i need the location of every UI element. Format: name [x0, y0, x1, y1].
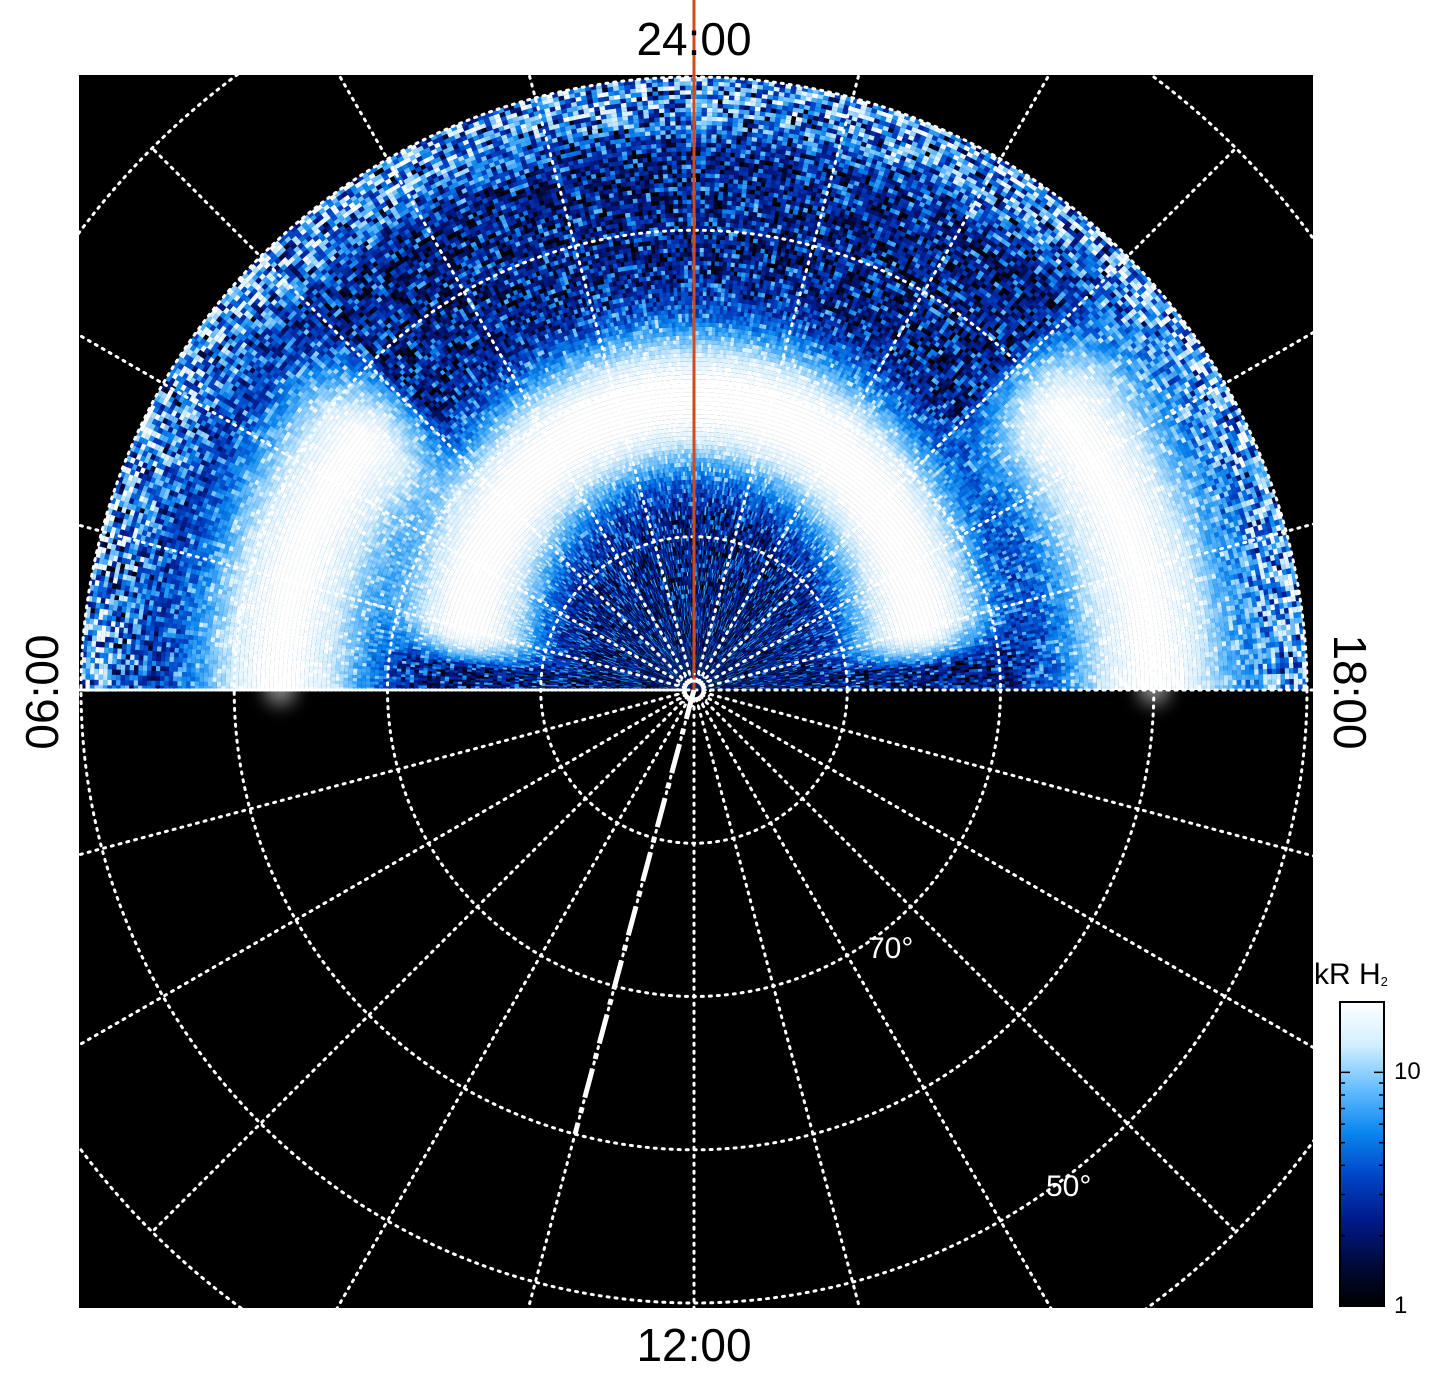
polar-auroral-map: 70° 50° — [0, 0, 1447, 1384]
